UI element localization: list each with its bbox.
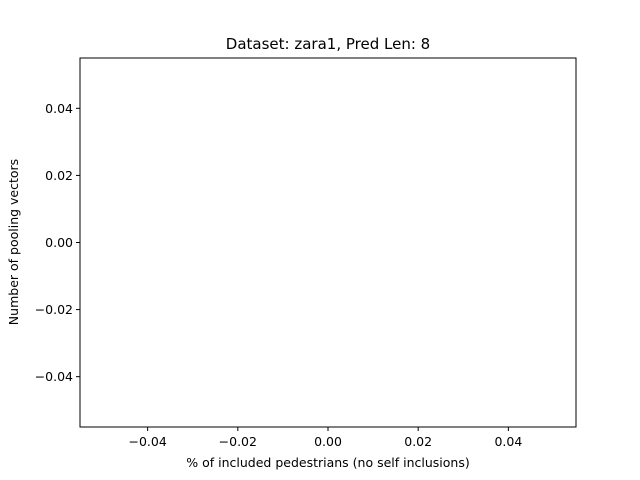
x-tick-label: 0.02 xyxy=(404,434,432,449)
y-tick-label: −0.02 xyxy=(35,302,73,317)
x-axis-label: % of included pedestrians (no self inclu… xyxy=(186,455,470,470)
y-axis-label: Number of pooling vectors xyxy=(6,159,21,325)
y-axis: −0.04 −0.02 0.00 0.02 0.04 xyxy=(35,101,80,384)
x-tick-label: 0.04 xyxy=(494,434,522,449)
chart-title: Dataset: zara1, Pred Len: 8 xyxy=(226,35,430,53)
y-tick-label: 0.00 xyxy=(45,235,73,250)
x-tick-label: 0.00 xyxy=(314,434,342,449)
x-axis: −0.04 −0.02 0.00 0.02 0.04 xyxy=(128,427,522,449)
y-tick-label: 0.02 xyxy=(45,168,73,183)
x-tick-label: −0.02 xyxy=(219,434,257,449)
plot-area xyxy=(79,57,577,428)
x-tick-label: −0.04 xyxy=(128,434,166,449)
y-tick-label: −0.04 xyxy=(35,369,73,384)
y-tick-label: 0.04 xyxy=(45,101,73,116)
